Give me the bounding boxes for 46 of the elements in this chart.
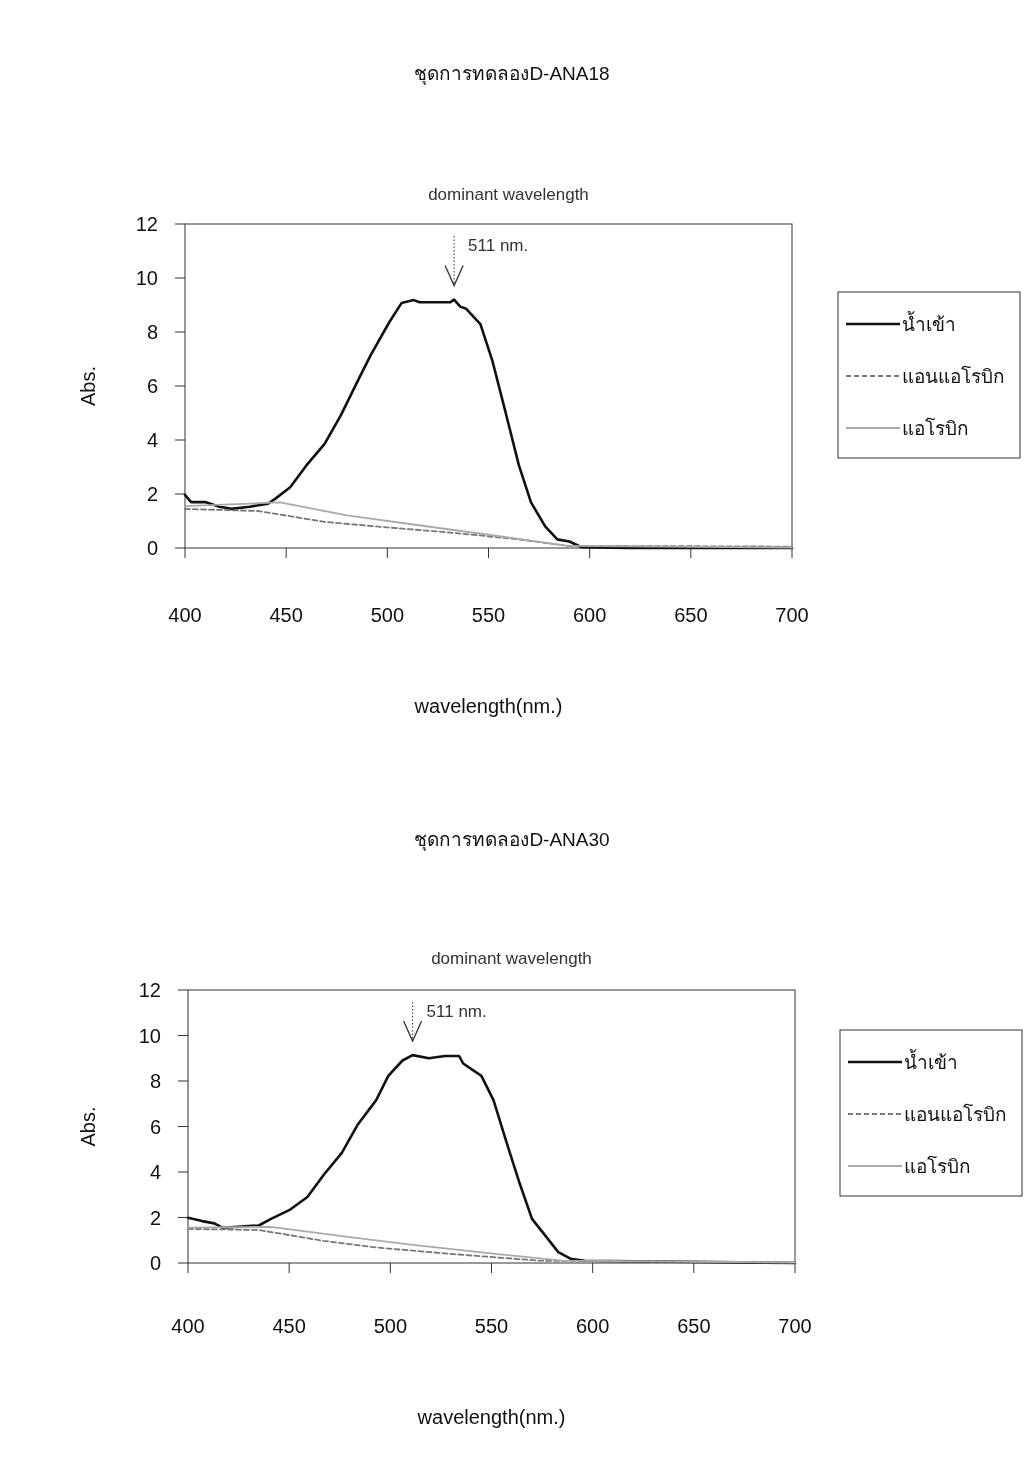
annotation: 511 nm. [468, 236, 529, 255]
text: dominant wavelength [428, 185, 589, 204]
y-axis-title: Abs. [77, 365, 99, 407]
legend-label: แอโรบิก [904, 1155, 971, 1177]
legend-label: แอโรบิก [902, 417, 969, 439]
x-tick-label: 600 [572, 604, 607, 626]
x-tick-label: 550 [471, 604, 506, 626]
y-tick-label: 2 [149, 1206, 161, 1229]
legend-label: น้ำเข้า [902, 311, 956, 335]
x-tick-label: 400 [171, 1315, 205, 1337]
line-series [184, 501, 793, 549]
chart-title: ชุดการทดลองD-ANA18 [414, 63, 610, 86]
y-tick-label: 8 [146, 321, 158, 343]
x-tick-label: 700 [775, 604, 809, 626]
x-tick-label: 700 [778, 1315, 812, 1337]
annotation: 511 nm. [426, 1002, 487, 1021]
y-tick-label: 10 [138, 1024, 161, 1047]
y-tick-label: 4 [149, 1161, 161, 1183]
legend-label: น้ำเข้า [904, 1049, 958, 1073]
y-tick-label: 0 [146, 537, 158, 559]
y-tick-label: 6 [149, 1115, 161, 1138]
x-tick-label: 500 [373, 1315, 408, 1337]
x-tick-label: 600 [575, 1315, 610, 1337]
x-axis-title: wavelength(nm.) [416, 1406, 566, 1428]
x-tick-label: 450 [269, 604, 303, 626]
x-tick-label: 400 [168, 604, 202, 626]
legend-label: แอนแอโรบิก [904, 1103, 1007, 1125]
y-tick-label: 4 [146, 429, 158, 451]
x-tick-label: 550 [474, 1315, 509, 1337]
y-tick-label: 2 [146, 483, 158, 505]
text: dominant wavelength [431, 949, 592, 968]
y-tick-label: 12 [135, 213, 158, 235]
x-tick-label: 450 [272, 1315, 306, 1337]
chart-title: ชุดการทดลองD-ANA30 [414, 829, 610, 852]
x-tick-label: 650 [674, 604, 708, 626]
y-tick-label: 6 [146, 375, 158, 397]
y-tick-label: 0 [149, 1252, 161, 1274]
y-tick-label: 10 [135, 267, 158, 289]
x-axis-title: wavelength(nm.) [413, 695, 563, 717]
legend-label: แอนแอโรบิก [902, 365, 1005, 387]
x-tick-label: 500 [370, 604, 405, 626]
y-tick-label: 12 [138, 979, 161, 1001]
y-tick-label: 8 [149, 1070, 161, 1092]
line-series [183, 298, 794, 550]
y-axis-title: Abs. [77, 1106, 99, 1147]
x-tick-label: 650 [677, 1315, 711, 1337]
